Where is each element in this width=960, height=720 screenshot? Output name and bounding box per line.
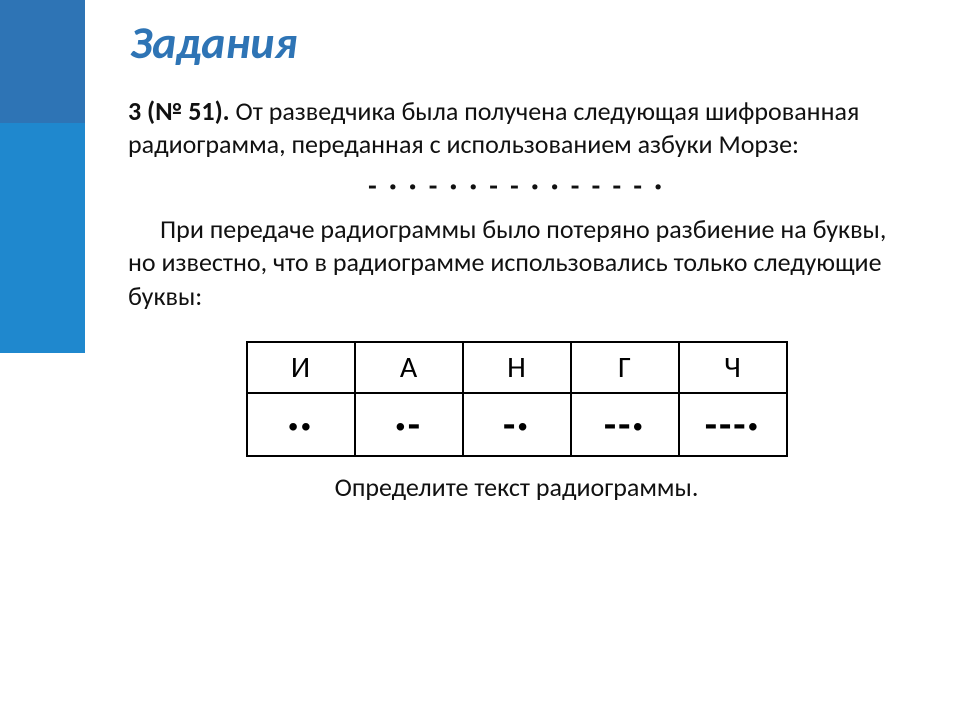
sidebar-accent-top [0, 0, 85, 123]
table-code-cell: ---· [679, 393, 787, 456]
morse-sequence: - · · - · · - - · · - - - - · [128, 168, 905, 203]
table-row: ·· ·- -· --· ---· [247, 393, 787, 456]
table-header-cell: А [355, 342, 463, 393]
table-header-cell: Н [463, 342, 571, 393]
table-header-cell: Ч [679, 342, 787, 393]
problem-paragraph: При передаче радиограммы было потеряно р… [128, 213, 905, 313]
table-header-cell: Г [571, 342, 679, 393]
table-row: И А Н Г Ч [247, 342, 787, 393]
table-code-cell: -· [463, 393, 571, 456]
task-instruction: Определите текст радиограммы. [128, 471, 905, 503]
table-code-cell: --· [571, 393, 679, 456]
morse-table: И А Н Г Ч ·· ·- -· --· ---· [246, 341, 788, 457]
morse-table-wrap: И А Н Г Ч ·· ·- -· --· ---· [128, 341, 905, 457]
problem-number: 3 (№ 51). [128, 95, 230, 127]
table-code-cell: ·· [247, 393, 355, 456]
table-header-cell: И [247, 342, 355, 393]
sidebar-accent-bottom [0, 123, 85, 353]
table-code-cell: ·- [355, 393, 463, 456]
slide-content: Задания 3 (№ 51). От разведчика была пол… [128, 15, 905, 503]
problem-intro-text: От разведчика была получена следующая ши… [128, 95, 859, 160]
problem-intro: 3 (№ 51). От разведчика была получена сл… [128, 95, 905, 160]
slide-title: Задания [130, 15, 905, 71]
